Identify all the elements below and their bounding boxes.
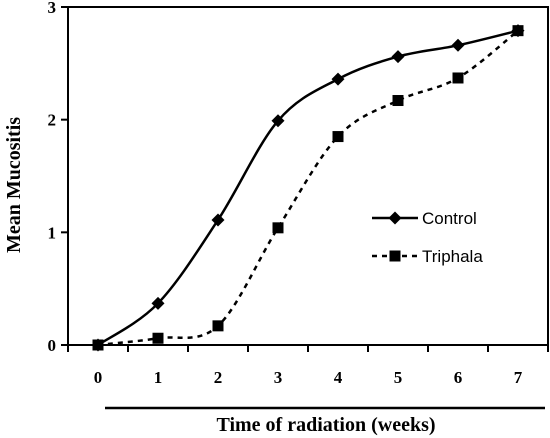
- legend-item-triphala: Triphala: [372, 247, 483, 266]
- y-axis-title: Mean Mucositis: [3, 117, 25, 253]
- series-line-triphala: [97, 29, 519, 347]
- data-point-triphala: [452, 72, 464, 84]
- x-tick-label: 5: [394, 368, 403, 387]
- legend-item-control: Control: [372, 209, 477, 228]
- plot-area: [67, 6, 549, 346]
- data-point-triphala: [332, 131, 344, 143]
- legend-marker-control: [388, 211, 402, 225]
- y-tick-label: 2: [48, 111, 57, 130]
- legend: Control Triphala: [372, 209, 483, 266]
- legend-label-triphala: Triphala: [422, 247, 483, 266]
- data-point-control: [271, 114, 285, 128]
- data-point-triphala: [152, 332, 164, 344]
- data-point-triphala: [212, 320, 224, 332]
- data-point-control: [151, 296, 165, 310]
- series-line-control: [97, 29, 519, 347]
- data-point-control: [211, 213, 225, 227]
- plot-frame: [67, 6, 549, 346]
- legend-label-control: Control: [422, 209, 477, 228]
- y-axis: 0 1 2 3: [48, 0, 68, 355]
- x-tick-label: 2: [214, 368, 223, 387]
- data-point-triphala: [392, 95, 404, 107]
- x-tick-label: 3: [274, 368, 283, 387]
- x-axis: 0 1 2 3 4 5 6 7: [67, 345, 549, 387]
- legend-marker-triphala: [389, 250, 401, 262]
- data-point-control: [391, 50, 405, 64]
- data-point-control: [451, 38, 465, 52]
- data-point-triphala: [92, 339, 104, 351]
- y-tick-label: 1: [48, 223, 57, 242]
- x-axis-title: Time of radiation (weeks): [216, 414, 435, 436]
- x-tick-label: 0: [94, 368, 103, 387]
- y-tick-label: 0: [48, 336, 57, 355]
- data-point-control: [331, 72, 345, 86]
- y-tick-label: 3: [48, 0, 57, 17]
- x-tick-label: 4: [334, 368, 343, 387]
- x-tick-label: 6: [454, 368, 463, 387]
- series-layer: [91, 24, 525, 352]
- x-tick-label: 1: [154, 368, 163, 387]
- series-triphala: [92, 25, 524, 351]
- data-point-triphala: [512, 25, 524, 37]
- x-tick-label: 7: [514, 368, 523, 387]
- data-point-triphala: [272, 222, 284, 234]
